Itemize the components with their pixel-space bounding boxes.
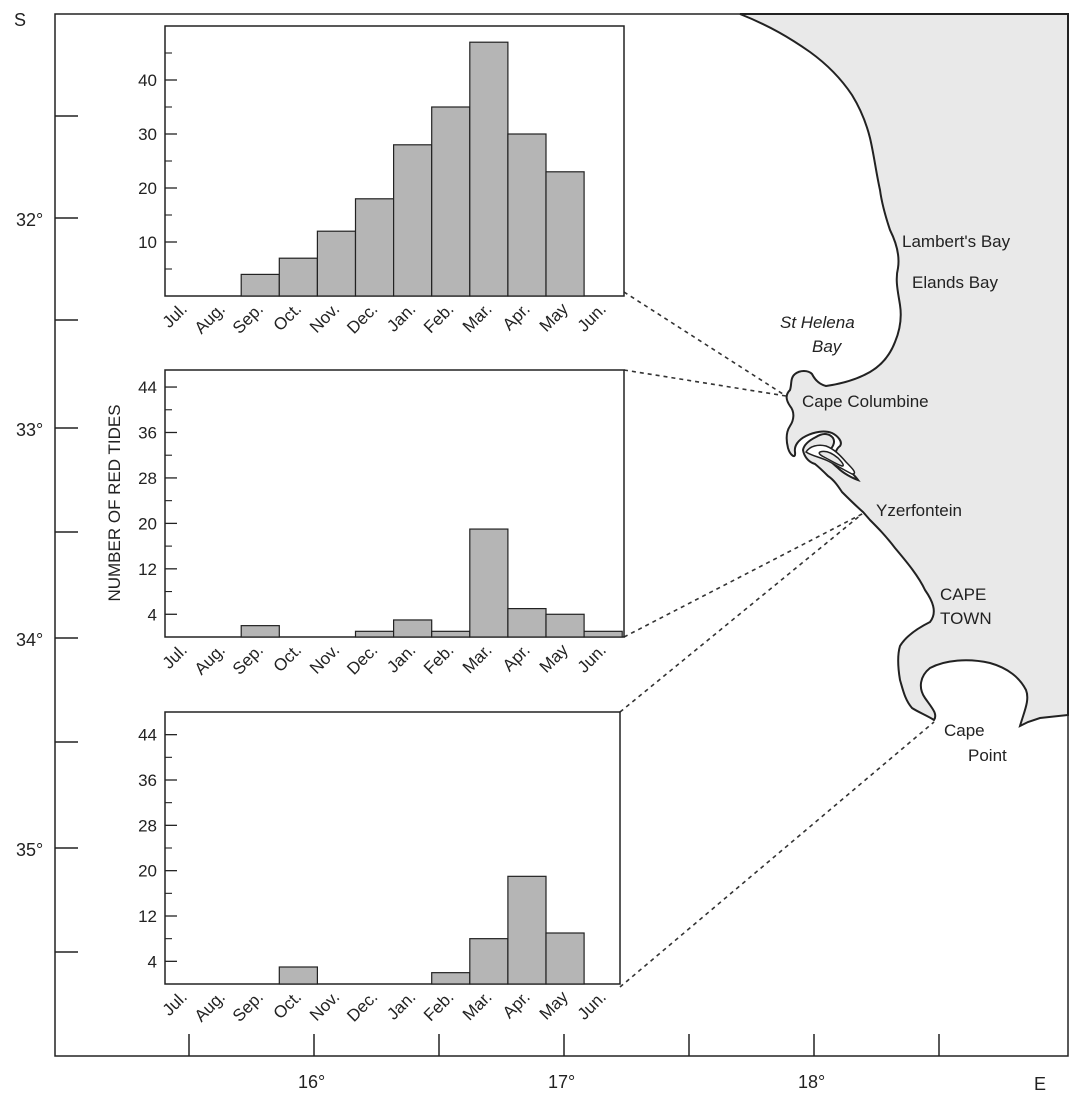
leader-lines xyxy=(619,291,935,988)
chart-1-bar-feb xyxy=(431,630,471,638)
chart-2-bar-oct xyxy=(278,966,318,985)
chart-2-ytick-label: 20 xyxy=(138,862,157,881)
chart-2-bar-feb xyxy=(431,972,471,985)
lon-label-16: 16° xyxy=(298,1072,325,1092)
corner-label-east: E xyxy=(1034,1074,1046,1094)
chart-1-bar-apr xyxy=(507,607,547,638)
chart-1-bar-jun xyxy=(583,630,623,638)
chart-0-ytick-label: 10 xyxy=(138,233,157,252)
chart-1-bar-jan xyxy=(393,619,433,638)
chart-0-bar-sep xyxy=(240,273,280,297)
lat-label-33: 33° xyxy=(16,420,43,440)
chart-1-ytick-label: 36 xyxy=(138,423,157,442)
leader-chart1-columbine xyxy=(623,291,787,397)
place-cape-point-line2: Point xyxy=(968,746,1007,765)
chart-2-ytick-label: 4 xyxy=(148,952,157,971)
place-cape-town-line1: CAPE xyxy=(940,585,986,604)
chart-0-bar-apr xyxy=(507,133,547,297)
place-cape-town-line2: TOWN xyxy=(940,609,992,628)
y-axis-title: NUMBER OF RED TIDES xyxy=(105,404,124,601)
land-mass xyxy=(739,13,1069,728)
chart-1-bar-mar xyxy=(469,528,509,638)
chart-2-bar-may xyxy=(545,932,585,985)
chart-1-ytick-label: 12 xyxy=(138,560,157,579)
chart-0-bar-mar xyxy=(469,41,509,297)
place-lamberts-bay: Lambert's Bay xyxy=(902,232,1011,251)
chart-1-ytick-label: 4 xyxy=(148,605,157,624)
chart-0-ytick-label: 30 xyxy=(138,125,157,144)
lat-label-35: 35° xyxy=(16,840,43,860)
corner-label-south: S xyxy=(14,10,26,30)
chart-0-ytick-label: 40 xyxy=(138,71,157,90)
place-cape-columbine: Cape Columbine xyxy=(802,392,929,411)
place-st-helena-bay-line1: St Helena xyxy=(780,313,855,332)
chart-0-bar-dec xyxy=(354,198,395,297)
chart-0-bar-jan xyxy=(393,144,433,297)
chart-1-ytick-label: 20 xyxy=(138,514,157,533)
latitude-ticks xyxy=(55,115,78,953)
leader-chart2-top-columbine xyxy=(623,369,787,397)
chart-0-bar-oct xyxy=(278,257,318,297)
chart-1-bar-may xyxy=(545,613,585,638)
chart-2-ytick-label: 12 xyxy=(138,907,157,926)
place-elands-bay: Elands Bay xyxy=(912,273,998,292)
chart-1-plot-area xyxy=(164,369,625,638)
chart-0-bar-nov xyxy=(316,230,357,297)
place-st-helena-bay-line2: Bay xyxy=(812,337,843,356)
chart-1-bar-dec xyxy=(354,630,395,638)
chart-1-ytick-label: 28 xyxy=(138,469,157,488)
chart-2-ytick-label: 44 xyxy=(138,726,157,745)
chart-0-ytick-label: 20 xyxy=(138,179,157,198)
chart-2-ytick-label: 36 xyxy=(138,771,157,790)
chart-1-bar-sep xyxy=(240,625,280,638)
place-cape-point-line1: Cape xyxy=(944,721,985,740)
chart-0-bar-feb xyxy=(431,106,471,297)
lat-label-32: 32° xyxy=(16,210,43,230)
longitude-ticks xyxy=(188,1034,940,1056)
chart-2-bar-apr xyxy=(507,875,547,985)
chart-1-ytick-label: 44 xyxy=(138,378,157,397)
chart-2-ytick-label: 28 xyxy=(138,816,157,835)
lat-label-34: 34° xyxy=(16,630,43,650)
chart-0-bar-may xyxy=(545,171,585,297)
place-yzerfontein: Yzerfontein xyxy=(876,501,962,520)
lon-label-18: 18° xyxy=(798,1072,825,1092)
lagoon-spit xyxy=(818,450,844,467)
chart-2-bar-mar xyxy=(469,938,509,985)
lon-label-17: 17° xyxy=(548,1072,575,1092)
